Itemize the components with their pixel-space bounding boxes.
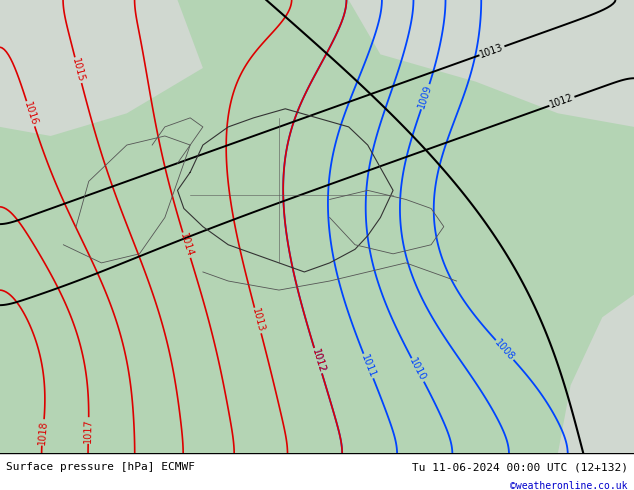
- Polygon shape: [558, 294, 634, 453]
- Text: 1013: 1013: [250, 307, 266, 334]
- Text: 1008: 1008: [493, 338, 517, 363]
- Text: 1010: 1010: [408, 357, 428, 383]
- Text: 1017: 1017: [83, 418, 94, 443]
- Text: 1013: 1013: [479, 42, 505, 60]
- Text: 1016: 1016: [22, 100, 39, 127]
- Text: Surface pressure [hPa] ECMWF: Surface pressure [hPa] ECMWF: [6, 462, 195, 472]
- Text: 1018: 1018: [37, 420, 49, 445]
- Text: 1012: 1012: [309, 347, 327, 374]
- Polygon shape: [0, 0, 634, 453]
- Text: 1009: 1009: [417, 83, 434, 110]
- Text: ©weatheronline.co.uk: ©weatheronline.co.uk: [510, 481, 628, 490]
- Text: 1014: 1014: [178, 232, 195, 258]
- Text: 1015: 1015: [70, 57, 86, 83]
- Text: 1012: 1012: [548, 93, 575, 110]
- Polygon shape: [0, 0, 203, 136]
- Polygon shape: [349, 0, 634, 127]
- Text: 1012: 1012: [309, 347, 327, 374]
- Text: Tu 11-06-2024 00:00 UTC (12+132): Tu 11-06-2024 00:00 UTC (12+132): [411, 462, 628, 472]
- Text: 1011: 1011: [359, 353, 377, 379]
